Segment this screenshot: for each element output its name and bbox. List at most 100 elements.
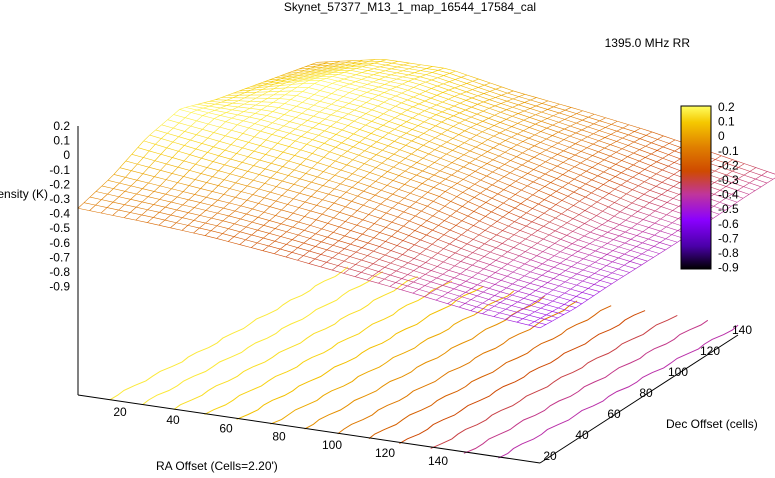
surface-mesh-line (294, 169, 306, 174)
surface-mesh-line (271, 148, 284, 153)
surface-mesh-line (182, 185, 190, 192)
surface-mesh-line (502, 230, 515, 236)
surface-mesh-line (411, 140, 424, 146)
surface-mesh-line (343, 83, 350, 87)
surface-mesh-line (536, 267, 549, 272)
surface-mesh-line (389, 282, 396, 287)
surface-mesh-line (193, 220, 206, 224)
surface-mesh-line (310, 65, 317, 69)
surface-mesh-line (553, 106, 566, 111)
surface-mesh-line (328, 208, 340, 213)
surface-mesh-line (445, 166, 458, 172)
surface-mesh-line (376, 125, 384, 130)
surface-mesh-line (283, 151, 295, 156)
surface-mesh-line (142, 173, 155, 177)
surface-mesh-line (385, 241, 398, 246)
surface-mesh-line (420, 68, 427, 71)
surface-mesh-line (336, 121, 349, 126)
surface-mesh-line (353, 142, 360, 148)
surface-mesh-line (532, 208, 545, 214)
surface-mesh-line (489, 276, 502, 281)
surface-mesh-line (143, 150, 150, 158)
surface-mesh-line (483, 264, 490, 270)
surface-mesh-line (124, 212, 131, 218)
surface-mesh-line (503, 189, 516, 195)
surface-mesh-line (101, 193, 108, 200)
surface-mesh-line (373, 246, 380, 252)
surface-mesh-line (412, 103, 420, 108)
surface-mesh-line (563, 147, 570, 152)
surface-mesh-line (450, 201, 463, 207)
surface-mesh-line (281, 189, 289, 196)
surface-mesh-line (332, 76, 345, 80)
surface-mesh-line (400, 136, 412, 142)
surface-mesh-line (296, 91, 303, 96)
surface-mesh-line (390, 250, 403, 255)
surface-mesh-line (592, 140, 600, 145)
surface-mesh-line (357, 182, 370, 187)
surface-mesh-line (262, 250, 275, 255)
surface-mesh-line (265, 134, 273, 141)
surface-mesh-line (226, 102, 233, 106)
surface-mesh-line (488, 115, 495, 119)
surface-mesh-line (398, 170, 406, 176)
surface-mesh-line (355, 74, 368, 78)
surface-mesh-line (250, 89, 263, 91)
surface-mesh-line (496, 230, 503, 236)
surface-mesh-line (630, 246, 637, 251)
surface-mesh-line (605, 124, 612, 128)
surface-mesh-line (535, 103, 543, 107)
surface-mesh-line (219, 121, 226, 128)
surface-mesh-line (158, 224, 171, 229)
surface-mesh-line (303, 250, 310, 256)
surface-mesh-line (643, 194, 656, 199)
surface-mesh-line (165, 188, 172, 195)
surface-mesh-line (416, 157, 424, 163)
surface-mesh-line (663, 135, 676, 141)
surface-mesh-line (547, 271, 560, 275)
surface-mesh-line (350, 230, 363, 235)
surface-mesh-line (581, 126, 588, 131)
surface-mesh-line (404, 170, 417, 176)
surface-mesh-line (367, 242, 380, 247)
surface-mesh-line (304, 230, 316, 235)
surface-mesh-line (660, 218, 673, 224)
surface-mesh-line (550, 191, 557, 196)
surface-mesh-line (238, 92, 246, 96)
surface-mesh-line (654, 222, 667, 228)
surface-mesh-line (357, 195, 370, 201)
surface-mesh-line (643, 219, 655, 224)
surface-mesh-line (604, 137, 617, 142)
surface-mesh-line (668, 162, 675, 167)
surface-mesh-line (490, 251, 502, 257)
surface-mesh-line (303, 77, 310, 80)
surface-mesh-line (385, 236, 392, 242)
surface-mesh-line (460, 83, 467, 86)
surface-mesh-line (615, 172, 622, 177)
surface-mesh-line (408, 230, 416, 236)
surface-mesh-line (327, 232, 334, 238)
surface-mesh-line (506, 115, 513, 120)
surface-mesh-line (248, 123, 256, 129)
surface-mesh-line (452, 134, 459, 139)
surface-mesh-line (622, 127, 635, 132)
surface-mesh-line (281, 195, 294, 200)
surface-mesh-line (467, 211, 475, 217)
surface-mesh-line (271, 134, 284, 138)
surface-mesh-line (95, 199, 102, 206)
surface-mesh-line (392, 193, 405, 199)
surface-mesh-line (268, 83, 275, 87)
surface-mesh-line (477, 268, 485, 274)
surface-mesh-line (561, 209, 568, 215)
surface-mesh-line (545, 149, 558, 155)
surface-mesh-line (304, 201, 317, 206)
surface-mesh-line (737, 197, 744, 203)
surface-mesh-line (545, 320, 553, 325)
surface-mesh-line (280, 77, 293, 80)
contour-line (270, 290, 515, 425)
surface-mesh-line (183, 191, 195, 195)
surface-mesh-line (373, 237, 386, 242)
surface-mesh-line (234, 210, 247, 215)
surface-mesh-line (441, 133, 453, 139)
surface-mesh-line (726, 159, 733, 164)
